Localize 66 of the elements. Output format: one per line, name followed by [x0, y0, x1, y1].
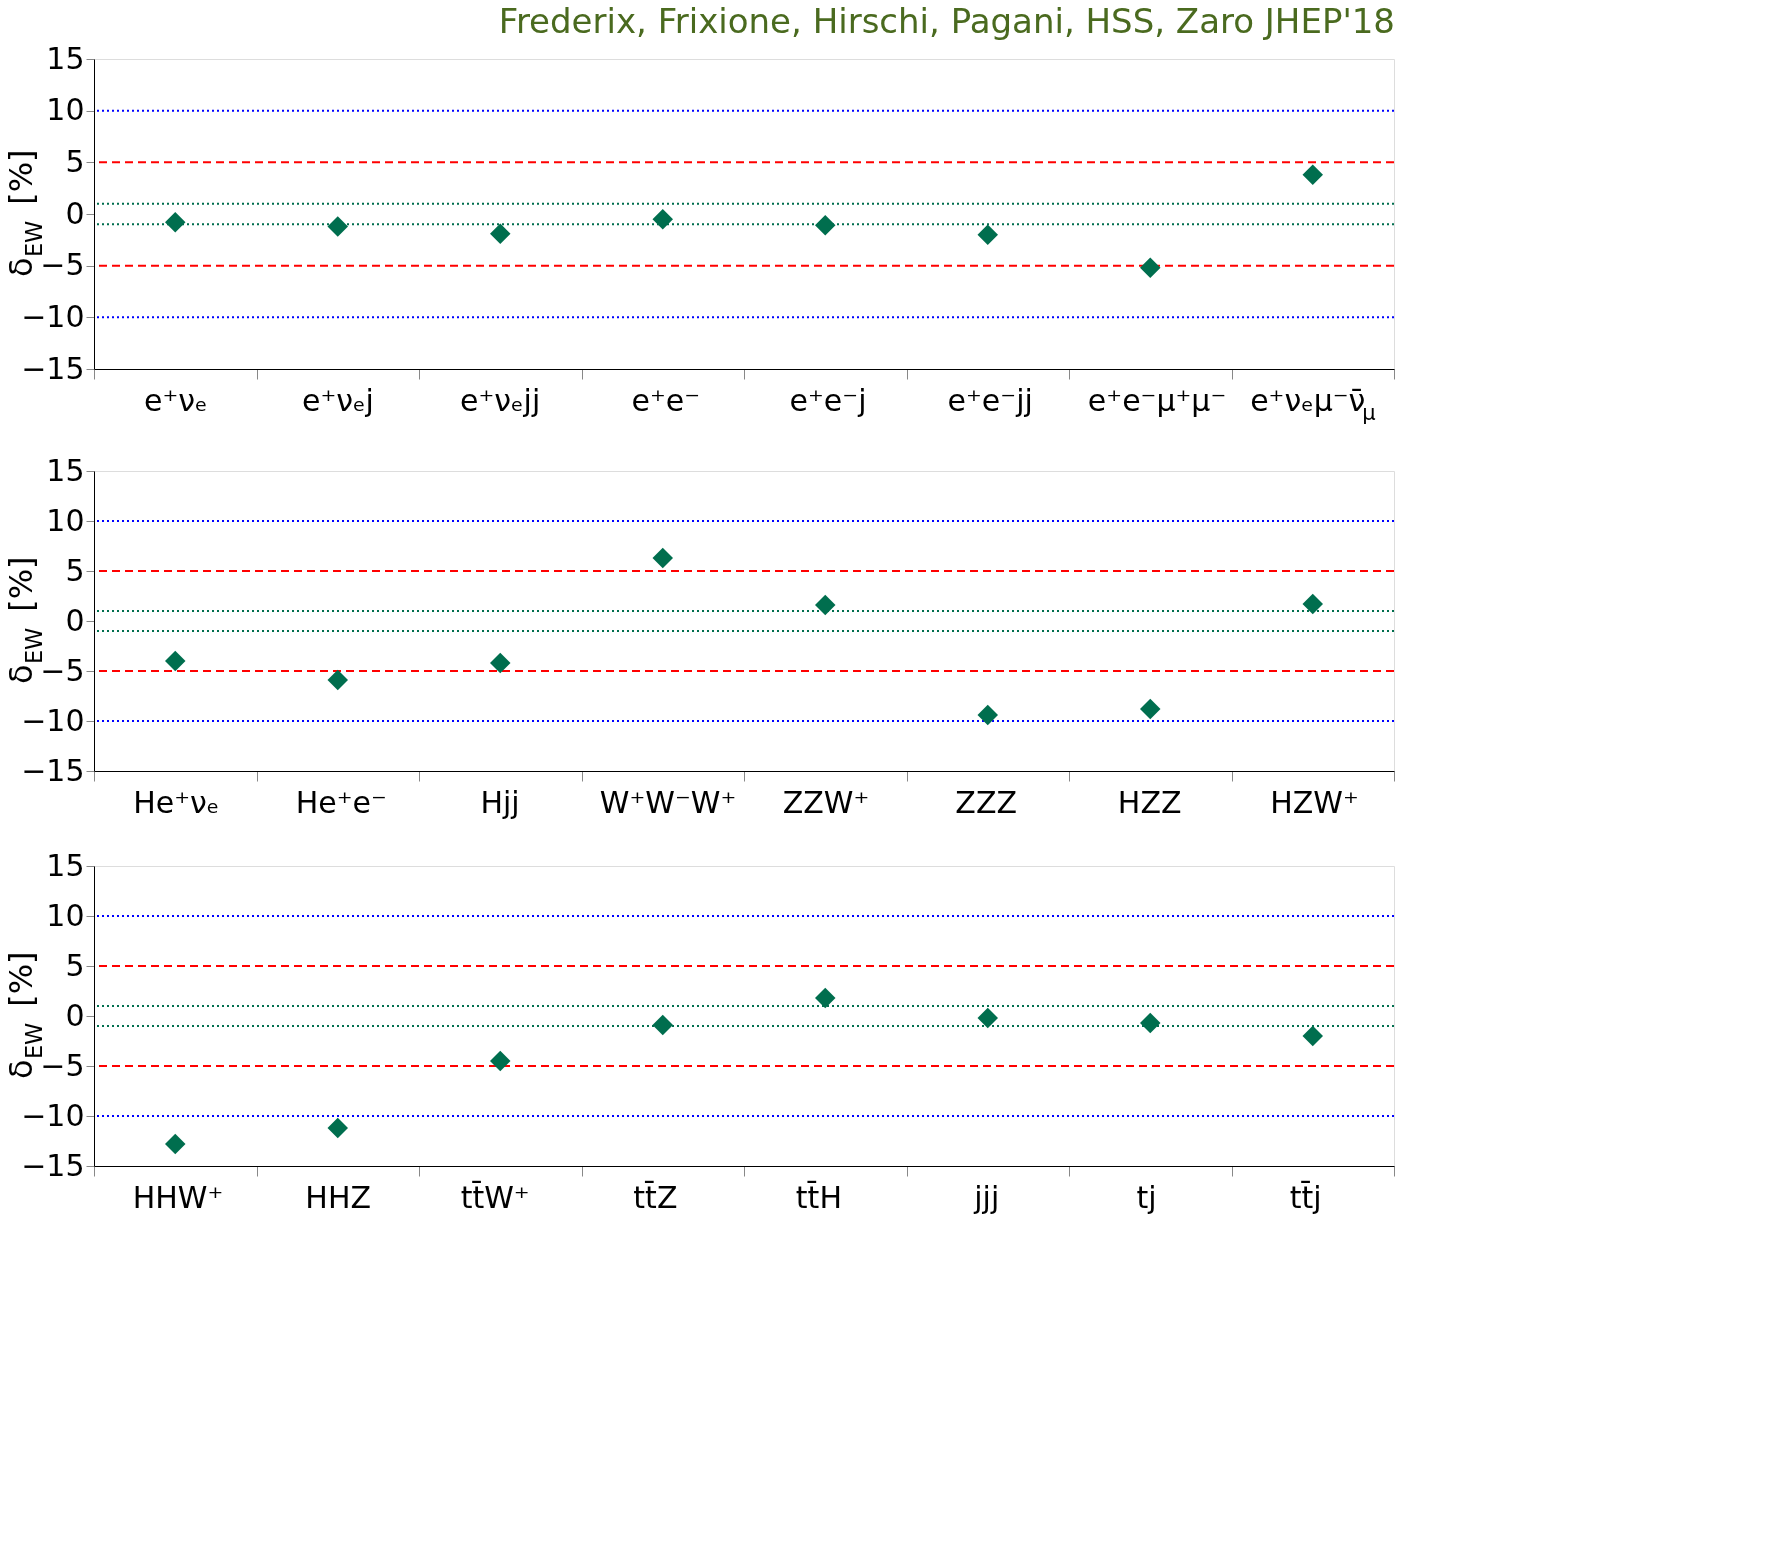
- x-tick-label: e⁺e⁻jj: [947, 383, 1033, 418]
- x-tick-label: e⁺νₑ: [144, 383, 208, 418]
- point: [327, 216, 348, 237]
- point: [490, 652, 511, 674]
- y-tick-label: 0: [65, 997, 85, 1033]
- y-tick-label: 0: [65, 602, 85, 638]
- y-tick-label: −10: [21, 1097, 85, 1133]
- x-tick-label: Hjj: [480, 785, 520, 820]
- y-tick-label: −15: [21, 752, 85, 788]
- x-tick-label: tj: [1136, 1180, 1157, 1215]
- x-tick-label: HHW⁺: [132, 1180, 224, 1215]
- x-tick-label: HZW⁺: [1270, 785, 1359, 820]
- x-tick-label: ZZW⁺: [782, 785, 870, 820]
- point: [652, 1014, 673, 1036]
- point: [490, 223, 511, 244]
- point: [1302, 593, 1323, 615]
- point: [490, 1050, 511, 1072]
- x-tick-label: jjj: [973, 1180, 1000, 1215]
- y-tick-label: −10: [21, 702, 85, 738]
- chart-title: Frederix, Frixione, Hirschi, Pagani, HSS, Zaro JHEP'18: [498, 1, 1395, 41]
- point: [652, 208, 673, 230]
- point: [815, 987, 836, 1009]
- x-tick-label: tt̄W⁺: [460, 1179, 530, 1215]
- point: [977, 1007, 998, 1029]
- x-tick-label: tt̄H: [795, 1179, 842, 1215]
- x-tick-label: e⁺e⁻μ⁺μ⁻: [1087, 383, 1227, 418]
- point: [165, 212, 186, 233]
- x-tick-label: tt̄Z: [633, 1179, 678, 1215]
- x-tick-label: He⁺νₑ: [133, 785, 220, 820]
- x-tick-label: tt̄j: [1289, 1179, 1322, 1215]
- x-tick-label: e⁺e⁻: [631, 383, 701, 418]
- y-tick-label: 5: [65, 947, 85, 983]
- point: [1140, 698, 1161, 720]
- y-tick-label: 5: [65, 143, 85, 179]
- point: [815, 215, 836, 236]
- point: [1140, 1012, 1161, 1034]
- point: [165, 650, 186, 672]
- x-tick-label: HZZ: [1117, 785, 1182, 820]
- point: [327, 1117, 348, 1139]
- y-tick-label: −15: [21, 350, 85, 386]
- y-tick-label: −10: [21, 298, 85, 334]
- y-tick-label: 15: [46, 847, 85, 883]
- point: [977, 704, 998, 726]
- point: [1140, 257, 1161, 278]
- y-tick-label: 10: [46, 502, 85, 538]
- x-tick-label: e⁺νₑj: [302, 383, 374, 418]
- x-tick-label: HHZ: [305, 1180, 372, 1215]
- x-tick-label: He⁺e⁻: [295, 785, 387, 820]
- x-tick-label: W⁺W⁻W⁺: [599, 785, 737, 820]
- y-tick-label: 10: [46, 897, 85, 933]
- point: [977, 224, 998, 245]
- y-tick-label: 15: [46, 452, 85, 488]
- x-tick-label: ZZZ: [955, 785, 1018, 820]
- y-tick-label: 0: [65, 195, 85, 231]
- y-tick-label: 5: [65, 552, 85, 588]
- y-tick-label: −15: [21, 1147, 85, 1183]
- point: [1302, 164, 1323, 185]
- point: [165, 1133, 186, 1155]
- point: [327, 669, 348, 691]
- x-tick-label: e⁺νₑjj: [460, 383, 541, 418]
- point: [652, 547, 673, 569]
- point: [1302, 1025, 1323, 1047]
- x-tick-label: e⁺e⁻j: [789, 383, 867, 418]
- y-tick-label: 15: [46, 40, 85, 76]
- y-tick-label: 10: [46, 92, 85, 128]
- point: [815, 594, 836, 616]
